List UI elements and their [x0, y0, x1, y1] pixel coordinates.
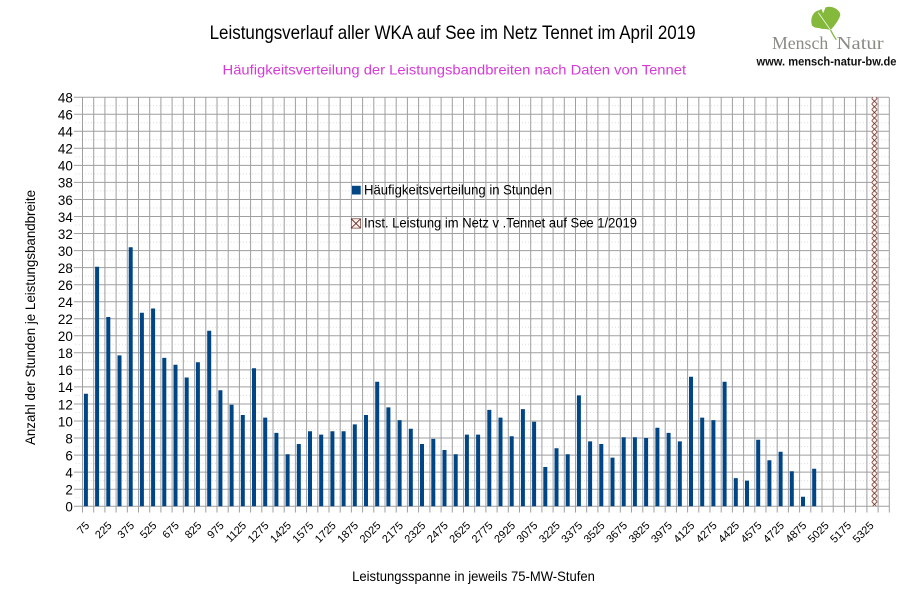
svg-text:48: 48 — [58, 91, 73, 106]
svg-text:1125: 1125 — [224, 520, 249, 545]
svg-text:5025: 5025 — [806, 520, 832, 546]
svg-text:1575: 1575 — [291, 520, 317, 546]
svg-text:825: 825 — [183, 520, 204, 541]
svg-text:Inst. Leistung im Netz v .Tenn: Inst. Leistung im Netz v .Tennet auf See… — [364, 215, 637, 230]
svg-text:4: 4 — [65, 465, 73, 480]
svg-text:4575: 4575 — [739, 520, 765, 546]
svg-text:3075: 3075 — [515, 520, 541, 546]
svg-text:525: 525 — [138, 520, 159, 541]
svg-text:4425: 4425 — [716, 520, 742, 546]
svg-text:3525: 3525 — [582, 520, 608, 546]
svg-text:2325: 2325 — [403, 520, 429, 546]
svg-text:3225: 3225 — [537, 520, 563, 546]
svg-text:975: 975 — [205, 520, 226, 541]
svg-text:Häufigkeitsverteilung in Stund: Häufigkeitsverteilung in Stunden — [364, 182, 552, 197]
svg-text:2: 2 — [65, 483, 72, 498]
svg-text:1425: 1425 — [268, 520, 294, 546]
svg-text:3375: 3375 — [559, 520, 585, 546]
svg-text:28: 28 — [58, 261, 73, 276]
svg-text:26: 26 — [58, 278, 73, 293]
svg-text:16: 16 — [58, 363, 73, 378]
svg-text:24: 24 — [58, 295, 73, 310]
svg-text:34: 34 — [58, 210, 73, 225]
svg-text:4125: 4125 — [672, 520, 698, 546]
svg-text:14: 14 — [58, 380, 73, 395]
svg-text:8: 8 — [65, 431, 72, 446]
svg-text:2025: 2025 — [358, 520, 384, 546]
svg-text:5325: 5325 — [851, 520, 877, 546]
svg-text:1875: 1875 — [335, 520, 361, 546]
svg-text:22: 22 — [58, 312, 73, 327]
svg-text:Anzahl der Stunden je Leistung: Anzahl der Stunden je Leistungsbandbreit… — [22, 190, 38, 445]
svg-text:18: 18 — [58, 346, 73, 361]
svg-text:5175: 5175 — [828, 520, 854, 546]
svg-text:2175: 2175 — [380, 520, 406, 546]
svg-text:2625: 2625 — [447, 520, 473, 546]
svg-text:44: 44 — [58, 125, 73, 140]
svg-text:3975: 3975 — [649, 520, 675, 546]
svg-text:Leistungsverlauf aller WKA auf: Leistungsverlauf aller WKA auf See im Ne… — [210, 22, 696, 44]
svg-text:Leistungsspanne in jeweils 75-: Leistungsspanne in jeweils 75-MW-Stufen — [352, 568, 595, 584]
svg-text:20: 20 — [58, 329, 73, 344]
svg-text:30: 30 — [58, 244, 73, 259]
svg-text:36: 36 — [58, 193, 73, 208]
svg-text:46: 46 — [58, 108, 73, 123]
svg-text:Häufigkeitsverteilung der Leis: Häufigkeitsverteilung der Leistungsbandb… — [223, 63, 687, 78]
svg-text:6: 6 — [65, 448, 72, 463]
svg-text:2925: 2925 — [492, 520, 518, 546]
svg-text:1725: 1725 — [313, 520, 339, 546]
svg-text:375: 375 — [116, 520, 137, 541]
svg-text:225: 225 — [93, 520, 114, 541]
svg-text:32: 32 — [58, 227, 73, 242]
svg-text:4275: 4275 — [694, 520, 720, 546]
svg-text:2775: 2775 — [470, 520, 496, 546]
svg-text:Mensch: Mensch — [772, 33, 828, 53]
svg-text:3825: 3825 — [627, 520, 653, 546]
svg-text:40: 40 — [58, 159, 73, 174]
svg-text:12: 12 — [58, 397, 73, 412]
svg-text:1275: 1275 — [246, 520, 272, 546]
svg-text:10: 10 — [58, 414, 73, 429]
svg-text:Natur: Natur — [837, 33, 884, 53]
svg-text:675: 675 — [160, 520, 181, 541]
svg-text:4725: 4725 — [761, 520, 787, 546]
svg-text:www. mensch-natur-bw.de: www. mensch-natur-bw.de — [756, 54, 897, 68]
svg-text:75: 75 — [75, 520, 92, 537]
svg-text:4875: 4875 — [784, 520, 810, 546]
svg-text:38: 38 — [58, 176, 73, 191]
svg-text:0: 0 — [65, 500, 72, 515]
svg-text:3675: 3675 — [604, 520, 630, 546]
svg-text:2475: 2475 — [425, 520, 451, 546]
svg-text:42: 42 — [58, 142, 73, 157]
